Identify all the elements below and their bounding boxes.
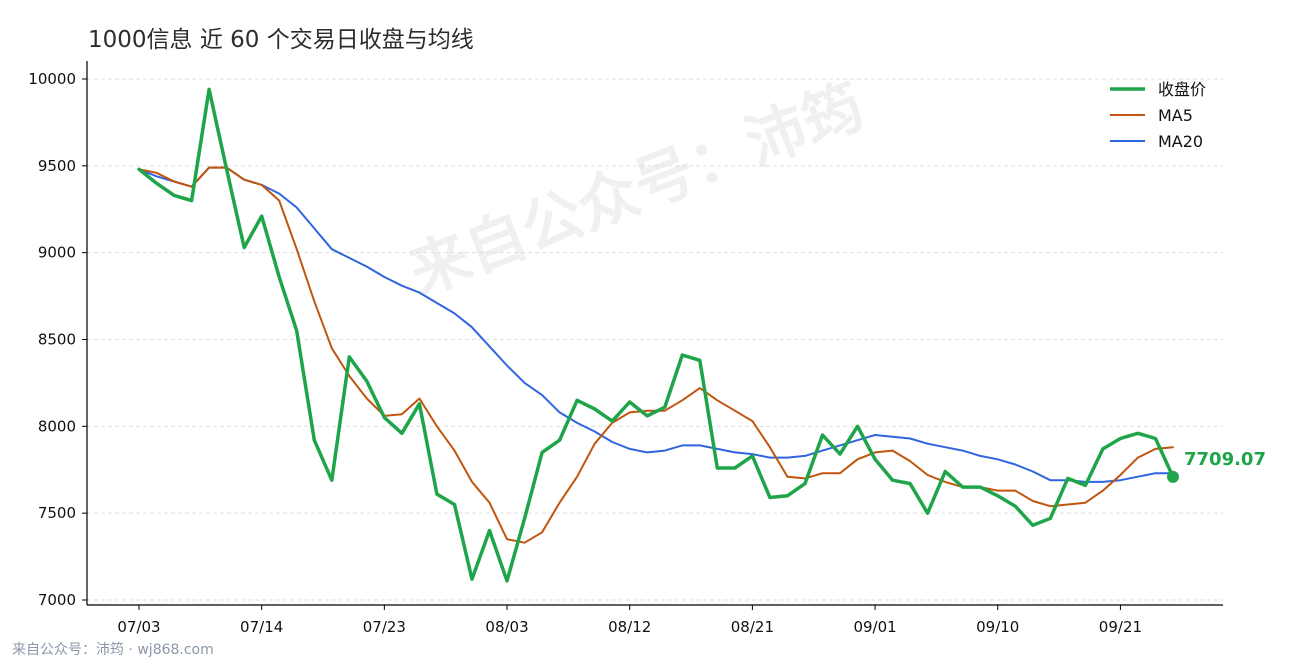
y-tick-label: 8000 <box>38 417 76 435</box>
x-tick-label: 09/01 <box>853 618 896 636</box>
x-tick-label: 09/10 <box>976 618 1019 636</box>
legend: 收盘价 MA5 MA20 <box>1110 80 1206 151</box>
series-line-ma20 <box>138 166 1174 483</box>
footer-credit: 来自公众号：沛筠 · wj868.com <box>12 642 214 658</box>
series <box>137 87 1175 583</box>
y-ticks: 7000 7500 8000 8500 9000 9500 10000 <box>28 70 87 609</box>
x-tick-label: 07/14 <box>240 618 283 636</box>
x-ticks: 07/03 07/14 07/23 08/03 08/12 08/21 09/01 09/10… <box>117 605 1142 636</box>
x-tick-label: 08/12 <box>608 618 651 636</box>
y-tick-label: 10000 <box>28 70 76 88</box>
x-tick-label: 08/03 <box>485 618 528 636</box>
x-tick-label: 07/03 <box>117 618 160 636</box>
series-line-ma5 <box>138 166 1174 544</box>
y-tick-label: 8500 <box>38 331 76 349</box>
legend-label-close: 收盘价 <box>1158 80 1206 99</box>
series-line-close <box>137 87 1175 583</box>
y-tick-label: 9000 <box>38 244 76 262</box>
last-value-label: 7709.07 <box>1184 449 1266 470</box>
legend-label-ma5: MA5 <box>1158 106 1193 125</box>
last-point-marker <box>1167 470 1179 483</box>
chart-title: 1000信息 近 60 个交易日收盘与均线 <box>88 27 474 53</box>
x-tick-label: 07/23 <box>363 618 406 636</box>
y-tick-label: 7000 <box>38 591 76 609</box>
y-tick-label: 9500 <box>38 157 76 175</box>
x-tick-label: 09/21 <box>1099 618 1142 636</box>
axes <box>86 61 1223 606</box>
grid-lines <box>87 78 1223 601</box>
x-tick-label: 08/21 <box>731 618 774 636</box>
legend-label-ma20: MA20 <box>1158 132 1203 151</box>
y-tick-label: 7500 <box>38 504 76 522</box>
